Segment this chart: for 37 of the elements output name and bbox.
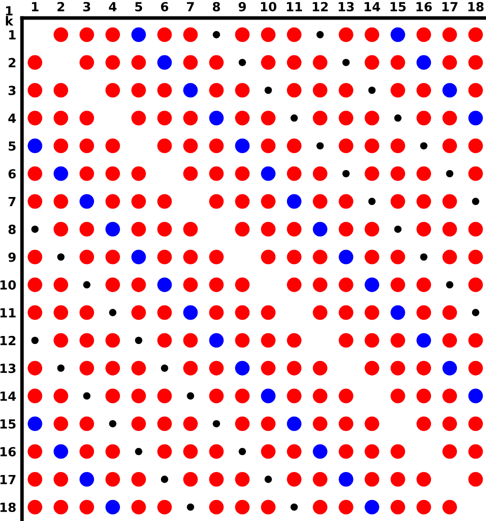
- y-tick-label: 16: [0, 447, 16, 456]
- y-tick-label: 11: [0, 308, 16, 318]
- x-tick-label: 14: [364, 2, 380, 12]
- x-tick-label: 3: [83, 2, 90, 12]
- x-tick-label: 4: [108, 2, 116, 12]
- y-tick-label: 3: [8, 86, 16, 96]
- y-tick-label: 10: [0, 280, 16, 290]
- x-tick-label: 12: [312, 2, 328, 12]
- y-tick-label: 6: [8, 169, 16, 179]
- x-tick-label: 9: [238, 2, 246, 12]
- x-tick-label: 5: [135, 2, 142, 12]
- y-tick-label: 2: [8, 58, 16, 68]
- y-tick-label: 17: [0, 474, 16, 484]
- x-tick-label: 18: [468, 2, 484, 12]
- y-tick-label: 14: [0, 392, 16, 401]
- x-tick-label: 17: [442, 2, 458, 12]
- x-tick-label: 8: [212, 2, 220, 12]
- x-tick-label: 7: [186, 2, 194, 12]
- x-tick-label: 2: [58, 2, 64, 12]
- y-tick-label: 9: [8, 252, 16, 262]
- x-tick-label: 6: [160, 2, 168, 12]
- y-axis-title: k: [6, 16, 14, 26]
- y-tick-label: 13: [0, 364, 16, 374]
- x-tick-label: 16: [416, 2, 432, 12]
- y-tick-label: 1: [9, 30, 16, 40]
- x-tick-label: 13: [338, 2, 354, 12]
- y-tick-label: 18: [0, 502, 16, 512]
- y-tick-label: 12: [0, 336, 16, 346]
- y-tick-label: 7: [8, 197, 16, 206]
- y-tick-label: 5: [8, 141, 16, 151]
- x-tick-label: 1: [32, 2, 38, 12]
- y-tick-label: 15: [0, 419, 16, 429]
- x-tick-label: 11: [286, 2, 302, 12]
- x-tick-label: 10: [260, 2, 276, 12]
- y-tick-label: 4: [8, 114, 16, 123]
- x-tick-label: 15: [390, 2, 406, 12]
- y-tick-label: 8: [8, 224, 16, 234]
